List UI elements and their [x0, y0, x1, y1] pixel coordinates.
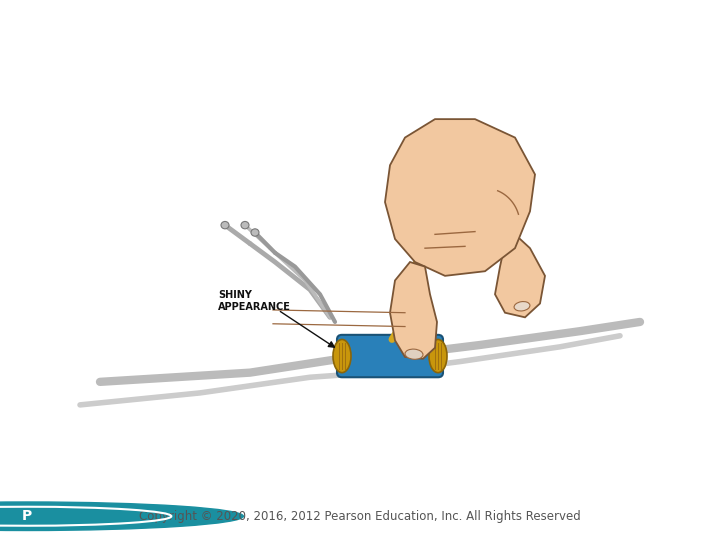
Ellipse shape [333, 340, 351, 373]
Text: Figure 44.21 All hand-crimped splices or terminals
should be soldered to be assu: Figure 44.21 All hand-crimped splices or… [16, 16, 623, 85]
Text: Pearson: Pearson [61, 510, 122, 523]
Polygon shape [385, 119, 535, 276]
Circle shape [241, 221, 249, 229]
FancyBboxPatch shape [337, 335, 443, 377]
Text: SHINY
APPEARANCE: SHINY APPEARANCE [218, 289, 291, 312]
Ellipse shape [514, 301, 530, 311]
Ellipse shape [429, 340, 447, 373]
Circle shape [251, 229, 259, 236]
Text: P: P [22, 509, 32, 523]
Circle shape [221, 221, 229, 229]
Polygon shape [495, 230, 545, 318]
Circle shape [0, 502, 243, 530]
Polygon shape [390, 262, 437, 359]
Text: Copyright © 2020, 2016, 2012 Pearson Education, Inc. All Rights Reserved: Copyright © 2020, 2016, 2012 Pearson Edu… [139, 510, 581, 523]
Ellipse shape [405, 349, 423, 359]
